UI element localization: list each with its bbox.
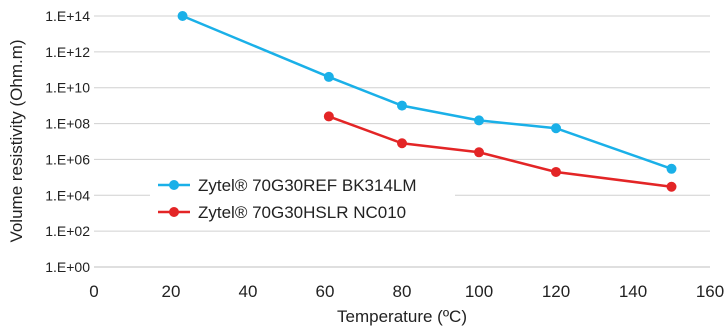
data-point bbox=[667, 164, 677, 174]
x-axis-ticks: 0 20 40 60 80 100 120 140 160 bbox=[89, 282, 724, 301]
legend-marker bbox=[169, 207, 179, 217]
y-tick-label: 1.E+14 bbox=[45, 8, 90, 24]
x-tick-label: 0 bbox=[89, 282, 98, 301]
x-tick-label: 60 bbox=[316, 282, 335, 301]
x-tick-label: 80 bbox=[393, 282, 412, 301]
legend-marker bbox=[169, 180, 179, 190]
data-point bbox=[474, 115, 484, 125]
x-tick-label: 100 bbox=[465, 282, 493, 301]
y-tick-label: 1.E+10 bbox=[45, 80, 90, 96]
y-tick-label: 1.E+00 bbox=[45, 259, 90, 275]
data-point bbox=[667, 182, 677, 192]
data-point bbox=[474, 147, 484, 157]
y-tick-label: 1.E+12 bbox=[45, 44, 90, 60]
y-tick-label: 1.E+04 bbox=[45, 187, 90, 203]
series-1 bbox=[178, 11, 677, 174]
x-tick-label: 140 bbox=[619, 282, 647, 301]
y-tick-label: 1.E+06 bbox=[45, 151, 90, 167]
y-tick-label: 1.E+08 bbox=[45, 116, 90, 132]
y-axis-ticks: 1.E+00 1.E+02 1.E+04 1.E+06 1.E+08 1.E+10 1.E+… bbox=[45, 8, 90, 275]
y-tick-label: 1.E+02 bbox=[45, 223, 90, 239]
x-tick-label: 20 bbox=[162, 282, 181, 301]
legend-label: Zytel® 70G30HSLR NC010 bbox=[198, 203, 406, 222]
y-axis-label: Volume resistivity (Ohm.m) bbox=[7, 39, 26, 242]
x-tick-label: 40 bbox=[239, 282, 258, 301]
data-point bbox=[324, 72, 334, 82]
x-tick-label: 160 bbox=[696, 282, 724, 301]
data-point bbox=[324, 111, 334, 121]
x-axis-label: Temperature (ºC) bbox=[337, 307, 467, 326]
legend-label: Zytel® 70G30REF BK314LM bbox=[198, 176, 417, 195]
data-point bbox=[397, 138, 407, 148]
data-point bbox=[551, 167, 561, 177]
data-point bbox=[178, 11, 188, 21]
data-point bbox=[551, 123, 561, 133]
data-point bbox=[397, 101, 407, 111]
x-tick-label: 120 bbox=[542, 282, 570, 301]
